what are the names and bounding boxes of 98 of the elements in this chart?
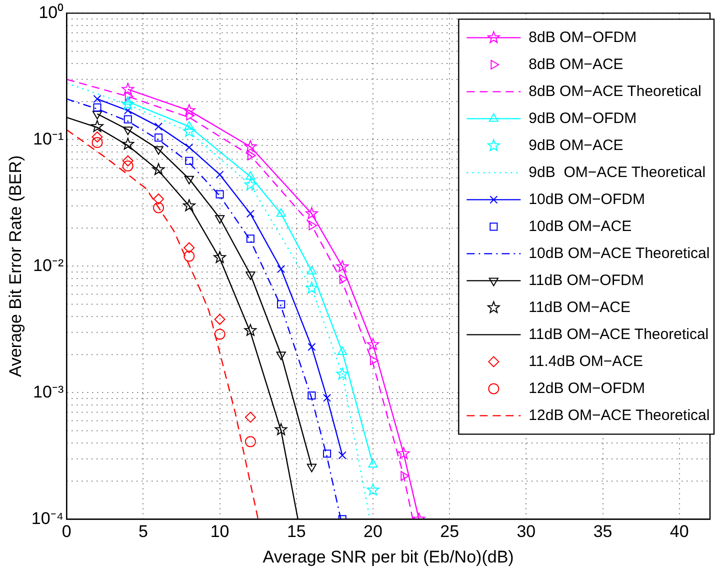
y-tick-label: 10⁻² [33,256,64,275]
point [244,412,256,423]
point [308,220,318,230]
x-tick-label: 10 [210,522,230,542]
point [370,356,378,366]
y-tick-label: 10⁻³ [33,382,64,402]
legend-label: 9dB OM−ACE Theoretical [528,164,706,181]
line-series [66,129,259,520]
legend-label: 11.4dB OM−ACE [528,352,644,370]
point [153,202,164,214]
point [184,176,194,184]
point [246,171,256,180]
point [276,208,286,217]
y-axis-title: Average Bit Error Rate (BER) [6,155,25,378]
point [338,451,346,460]
point [247,150,256,160]
legend-label: 9dB OM−OFDM [528,110,637,127]
point [124,115,132,124]
point [366,338,380,350]
point [124,92,134,102]
point [336,368,349,380]
point [322,450,332,458]
point [91,120,104,132]
point [92,110,102,120]
point [93,103,102,112]
legend-label: 12dB OM−ACE Theoretical [528,406,710,424]
point [216,190,224,198]
point [154,146,164,155]
x-tick-label: 30 [516,522,536,542]
point [214,328,226,340]
legend-label: 8dB OM−ACE Theoretical [528,82,702,100]
point [277,264,286,274]
point [154,134,163,142]
point [400,471,410,481]
point [122,82,134,95]
legend-label: 8dB OM−OFDM [528,28,637,46]
point [153,193,164,204]
point [185,156,194,165]
point [154,122,163,131]
point [244,436,256,448]
point [214,314,226,325]
point [184,121,194,130]
x-tick-label: 40 [670,522,689,542]
point [122,138,134,150]
point [244,140,257,152]
x-tick-label: 0 [62,522,72,542]
point [246,234,254,243]
point [322,394,332,402]
point [214,251,226,263]
point [246,271,256,280]
x-tick-label: 5 [138,522,148,542]
x-tick-label: 35 [593,522,612,542]
point [122,160,134,172]
point [339,274,348,284]
point [123,126,133,136]
point [182,199,196,212]
point [308,342,316,351]
point [306,282,318,294]
point [244,178,257,190]
point [184,250,195,262]
y-tick-label: 10⁰ [38,2,64,22]
point [122,98,134,110]
point [306,207,318,220]
legend-label: 11dB OM−ACE [528,298,631,316]
x-tick-label: 15 [286,522,306,542]
point [182,104,196,116]
y-tick-label: 10⁻⁴ [31,508,64,528]
legend-label: 12dB OM−OFDM [528,380,645,397]
point [306,266,317,274]
point [397,447,410,459]
legend-label: 8dB OM−ACE [528,56,624,73]
point [277,300,286,308]
point [92,137,103,148]
point [182,125,196,137]
point [338,346,348,355]
point [366,484,380,496]
legend-label: 10dB OM−ACE Theoretical [528,244,710,262]
legend-label: 11dB OM−OFDM [528,272,644,289]
point [185,143,194,152]
x-tick-label: 25 [440,522,460,542]
point [184,242,195,254]
point [92,132,103,143]
point [152,163,165,175]
point [274,423,288,436]
y-tick-label: 10⁻¹ [33,129,64,148]
point [122,155,134,166]
x-tick-label: 20 [364,522,382,542]
point [244,324,257,336]
point [368,459,378,468]
point [93,94,102,103]
legend-label: 11dB OM−ACE Theoretical [528,326,709,343]
point [308,391,316,400]
point [336,260,349,272]
legend-label: 10dB OM−OFDM [528,190,645,208]
point [186,110,195,120]
x-axis-title: Average SNR per bit (Eb/No)(dB) [262,547,514,566]
legend-label: 10dB OM−ACE [528,218,632,235]
legend-label: 9dB OM−ACE [528,136,624,154]
